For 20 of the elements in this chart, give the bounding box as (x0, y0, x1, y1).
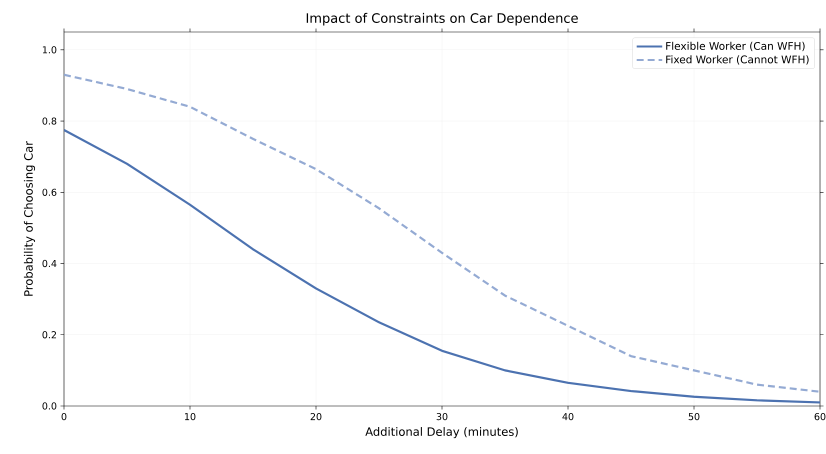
y-tick-label: 0.4 (42, 260, 56, 268)
y-tick-label: 1.0 (42, 46, 56, 54)
chart-title: Impact of Constraints on Car Dependence (306, 12, 578, 26)
x-tick-label: 10 (185, 413, 196, 420)
legend-label: Flexible Worker (Can WFH) (666, 42, 805, 52)
x-axis-title: Additional Delay (minutes) (365, 427, 518, 438)
x-tick-label: 20 (310, 413, 322, 420)
x-tick-label: 40 (562, 413, 574, 420)
line-series (64, 128, 820, 404)
x-tick-label: 60 (814, 413, 826, 420)
legend-label: Fixed Worker (Cannot WFH) (666, 55, 809, 65)
y-tick-label: 0.8 (42, 117, 56, 125)
y-axis-title: Probability of Choosing Car (24, 141, 36, 296)
x-tick-label: 30 (436, 413, 448, 420)
x-tick-label: 50 (688, 413, 700, 420)
y-tick-label: 0.2 (42, 331, 56, 338)
y-tick-label: 0.6 (42, 188, 56, 196)
y-tick-label: 0.0 (42, 402, 56, 410)
line-series (64, 74, 820, 393)
x-tick-label: 0 (62, 413, 66, 420)
